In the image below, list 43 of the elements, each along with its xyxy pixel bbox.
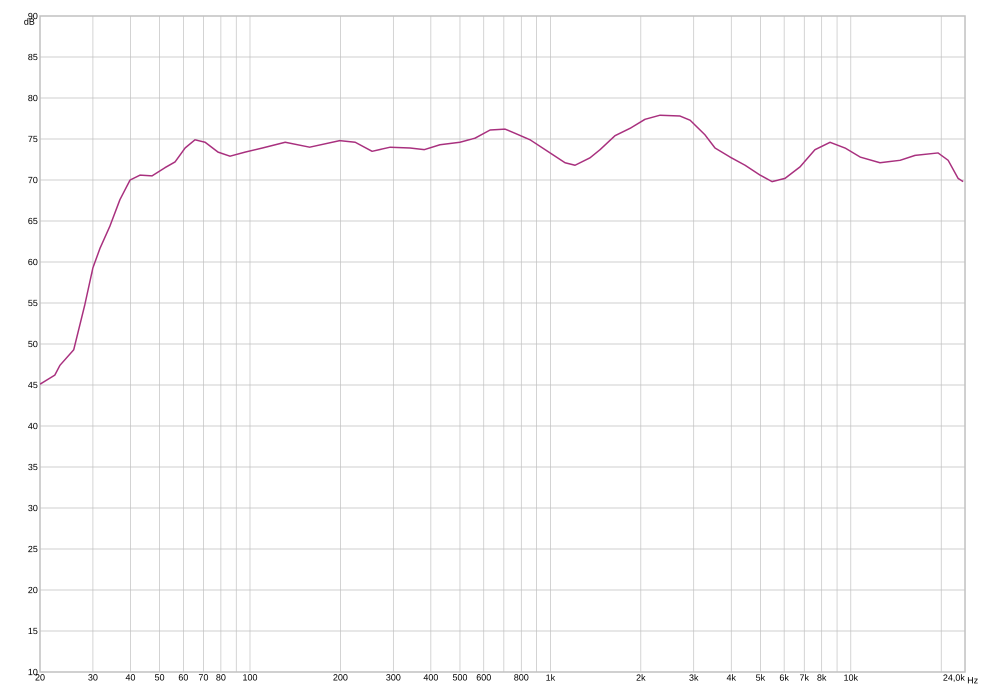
x-tick-label: 7k bbox=[800, 674, 810, 681]
y-tick-label: 85 bbox=[28, 54, 38, 60]
x-tick-label: 5k bbox=[756, 674, 766, 681]
y-tick-label: 80 bbox=[28, 94, 38, 102]
y-tick-label: 55 bbox=[28, 300, 38, 306]
x-tick-label: 800 bbox=[514, 674, 528, 681]
x-tick-label: 50 bbox=[154, 674, 164, 681]
y-tick-label: 40 bbox=[28, 422, 38, 430]
y-tick-label: 45 bbox=[28, 382, 38, 388]
x-tick-label: 20 bbox=[35, 674, 45, 681]
y-tick-label: 20 bbox=[28, 586, 38, 594]
x-tick-label: 80 bbox=[216, 674, 226, 681]
y-tick-label: 75 bbox=[28, 136, 38, 142]
x-tick-label: 10k bbox=[844, 674, 858, 681]
x-tick-label: 500 bbox=[452, 674, 468, 681]
x-tick-label: 24,0k bbox=[943, 674, 965, 682]
y-tick-label: 90 bbox=[28, 12, 38, 20]
x-tick-label: 70 bbox=[198, 674, 208, 681]
x-tick-label: 6k bbox=[780, 674, 789, 681]
x-tick-label: 4k bbox=[726, 674, 736, 681]
y-tick-label: 70 bbox=[28, 176, 38, 184]
y-tick-label: 30 bbox=[28, 504, 38, 512]
y-tick-label: 25 bbox=[28, 546, 38, 552]
x-tick-label: 40 bbox=[126, 674, 136, 681]
y-tick-label: 65 bbox=[28, 218, 38, 224]
x-tick-label: 2k bbox=[636, 674, 646, 681]
x-tick-label: 60 bbox=[178, 674, 188, 681]
y-axis-title: dB bbox=[24, 18, 34, 25]
x-tick-label: 100 bbox=[243, 674, 258, 681]
y-tick-label: 10 bbox=[28, 668, 38, 676]
y-tick-label: 15 bbox=[28, 628, 38, 634]
y-tick-label: 60 bbox=[28, 258, 38, 266]
x-tick-label: 600 bbox=[476, 674, 491, 681]
x-tick-label: 30 bbox=[88, 674, 98, 681]
y-tick-label: 50 bbox=[28, 340, 38, 348]
x-tick-label: 8k bbox=[817, 674, 826, 681]
y-tick-label: 35 bbox=[28, 464, 38, 470]
x-tick-label: 3k bbox=[689, 674, 698, 681]
x-tick-label: 200 bbox=[333, 674, 348, 681]
x-tick-label: 1k bbox=[546, 674, 556, 681]
x-tick-label: 400 bbox=[424, 674, 438, 681]
x-axis-title: Hz bbox=[968, 677, 978, 684]
x-tick-label: 300 bbox=[386, 674, 400, 681]
